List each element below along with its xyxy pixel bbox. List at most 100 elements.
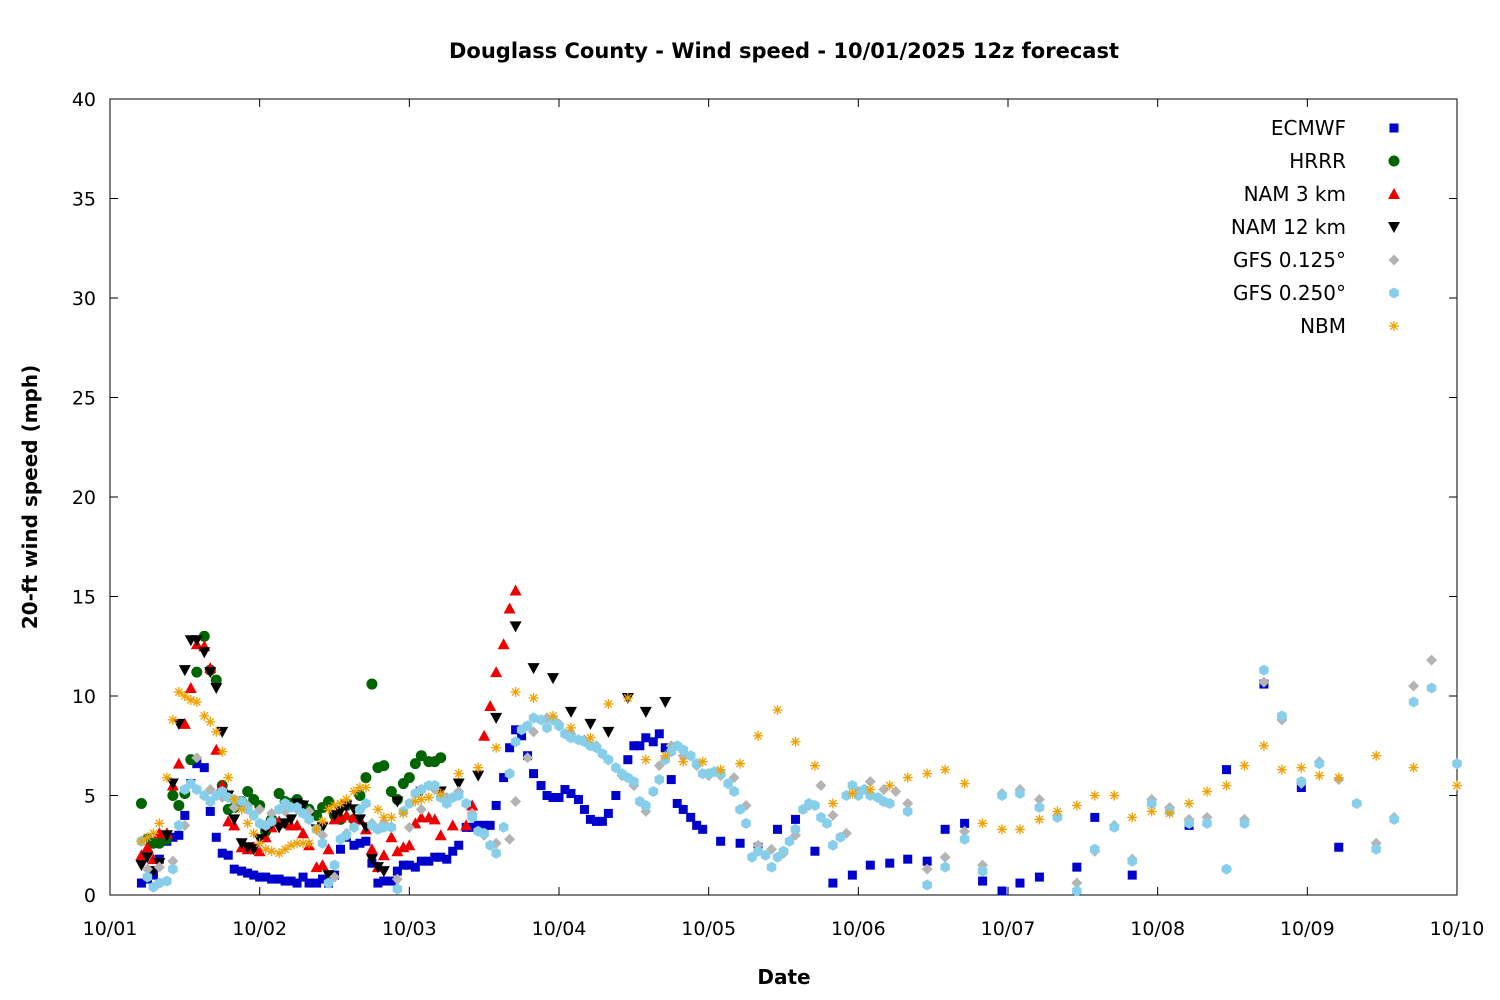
data-point-nbm xyxy=(959,778,970,789)
data-point-nam-12-km xyxy=(584,718,597,730)
data-point-ecmwf xyxy=(536,781,546,791)
data-point-nam-3-km xyxy=(340,809,353,821)
data-point-gfs-0-125 xyxy=(815,780,827,792)
data-point-gfs-0-250 xyxy=(940,861,950,873)
data-point-nam-3-km xyxy=(377,849,390,861)
legend-label-gfs-0-250: GFS 0.250° xyxy=(1233,281,1346,305)
data-point-gfs-0-250 xyxy=(847,780,858,791)
data-point-nam-3-km xyxy=(291,819,304,831)
data-point-ecmwf xyxy=(229,864,239,874)
data-point-nbm xyxy=(191,696,202,707)
data-point-nbm xyxy=(311,824,322,835)
data-point-gfs-0-125 xyxy=(864,776,876,788)
data-point-ecmwf xyxy=(298,872,308,882)
data-point-nbm xyxy=(205,716,216,727)
data-point-nbm xyxy=(354,782,365,793)
x-tick-label: 10/07 xyxy=(981,918,1036,940)
data-point-gfs-0-250 xyxy=(467,811,477,823)
data-point-gfs-0-250 xyxy=(392,883,403,895)
data-point-nbm xyxy=(510,687,521,698)
data-point-gfs-0-250 xyxy=(654,774,664,786)
data-point-nbm xyxy=(1071,800,1082,811)
data-point-ecmwf xyxy=(529,769,539,779)
data-point-ecmwf xyxy=(654,729,664,739)
data-point-gfs-0-250 xyxy=(778,845,789,857)
data-point-ecmwf xyxy=(349,840,359,850)
data-point-gfs-0-250 xyxy=(341,829,352,841)
data-point-ecmwf xyxy=(716,836,726,846)
data-point-nbm xyxy=(491,742,502,753)
data-point-gfs-0-250 xyxy=(236,796,247,807)
data-point-nam-12-km xyxy=(391,796,404,808)
data-points xyxy=(135,584,1462,897)
data-point-gfs-0-250 xyxy=(416,784,427,795)
data-point-hrrr xyxy=(366,678,378,690)
data-point-nbm xyxy=(423,792,434,803)
data-point-gfs-0-250 xyxy=(1146,798,1157,809)
data-point-nbm xyxy=(142,832,153,843)
data-point-nbm xyxy=(211,726,222,737)
data-point-gfs-0-250 xyxy=(361,798,371,809)
data-point-ecmwf xyxy=(355,838,365,848)
data-point-gfs-0-250 xyxy=(790,823,801,835)
data-point-gfs-0-250 xyxy=(1352,798,1362,809)
data-point-gfs-0-250 xyxy=(536,714,546,726)
data-point-ecmwf xyxy=(828,878,838,888)
data-point-ecmwf xyxy=(255,872,265,882)
data-point-nam-12-km xyxy=(172,718,185,730)
data-point-ecmwf xyxy=(560,785,570,795)
y-tick-label: 20 xyxy=(72,487,96,509)
data-point-gfs-0-250 xyxy=(885,798,895,809)
data-point-nam-3-km xyxy=(490,666,503,678)
data-point-gfs-0-250 xyxy=(1452,758,1462,770)
data-point-hrrr xyxy=(198,630,210,642)
data-point-nbm xyxy=(317,816,328,827)
data-point-ecmwf xyxy=(573,794,583,804)
data-point-ecmwf xyxy=(698,824,708,834)
data-point-gfs-0-250 xyxy=(566,732,576,744)
data-point-nbm xyxy=(847,788,858,799)
data-point-ecmwf xyxy=(542,791,552,800)
data-point-ecmwf xyxy=(237,866,247,876)
data-point-gfs-0-250 xyxy=(142,871,153,883)
data-point-ecmwf xyxy=(499,773,509,783)
data-point-gfs-0-125 xyxy=(391,873,403,885)
data-point-hrrr xyxy=(210,674,222,686)
data-point-ecmwf xyxy=(1127,870,1137,880)
data-point-gfs-0-250 xyxy=(1127,855,1137,867)
data-point-gfs-0-250 xyxy=(510,736,521,748)
data-point-ecmwf xyxy=(548,792,558,802)
data-point-gfs-0-125 xyxy=(1071,877,1083,889)
legend-label-nam-12-km: NAM 12 km xyxy=(1231,215,1346,239)
data-point-nam-3-km xyxy=(428,813,441,825)
data-point-nbm xyxy=(304,838,315,849)
data-point-ecmwf xyxy=(267,874,277,884)
data-point-ecmwf xyxy=(280,876,290,886)
data-point-ecmwf xyxy=(174,830,184,840)
data-point-nbm xyxy=(1184,798,1195,809)
data-point-gfs-0-125 xyxy=(827,809,839,821)
data-point-gfs-0-250 xyxy=(168,863,178,875)
data-point-ecmwf xyxy=(361,836,371,846)
data-point-ecmwf xyxy=(1072,862,1082,872)
data-point-hrrr xyxy=(415,750,427,762)
data-point-gfs-0-250 xyxy=(723,778,733,790)
data-point-gfs-0-250 xyxy=(691,758,702,770)
data-point-nbm xyxy=(1276,764,1287,775)
data-point-ecmwf xyxy=(660,743,670,753)
data-point-gfs-0-250 xyxy=(485,839,495,851)
data-point-gfs-0-250 xyxy=(329,859,340,871)
data-point-ecmwf xyxy=(404,860,414,870)
data-point-gfs-0-250 xyxy=(997,790,1007,801)
data-point-nbm xyxy=(715,764,726,775)
data-point-nbm xyxy=(790,736,801,747)
x-tick-label: 10/10 xyxy=(1430,918,1485,940)
data-point-gfs-0-250 xyxy=(1015,788,1025,799)
data-point-hrrr xyxy=(409,758,421,770)
x-tick-label: 10/01 xyxy=(83,918,138,940)
data-point-nbm xyxy=(274,848,285,859)
data-point-gfs-0-250 xyxy=(678,744,688,756)
data-point-gfs-0-250 xyxy=(174,819,184,831)
data-point-nbm xyxy=(1333,772,1344,783)
y-tick-label: 5 xyxy=(84,786,96,808)
